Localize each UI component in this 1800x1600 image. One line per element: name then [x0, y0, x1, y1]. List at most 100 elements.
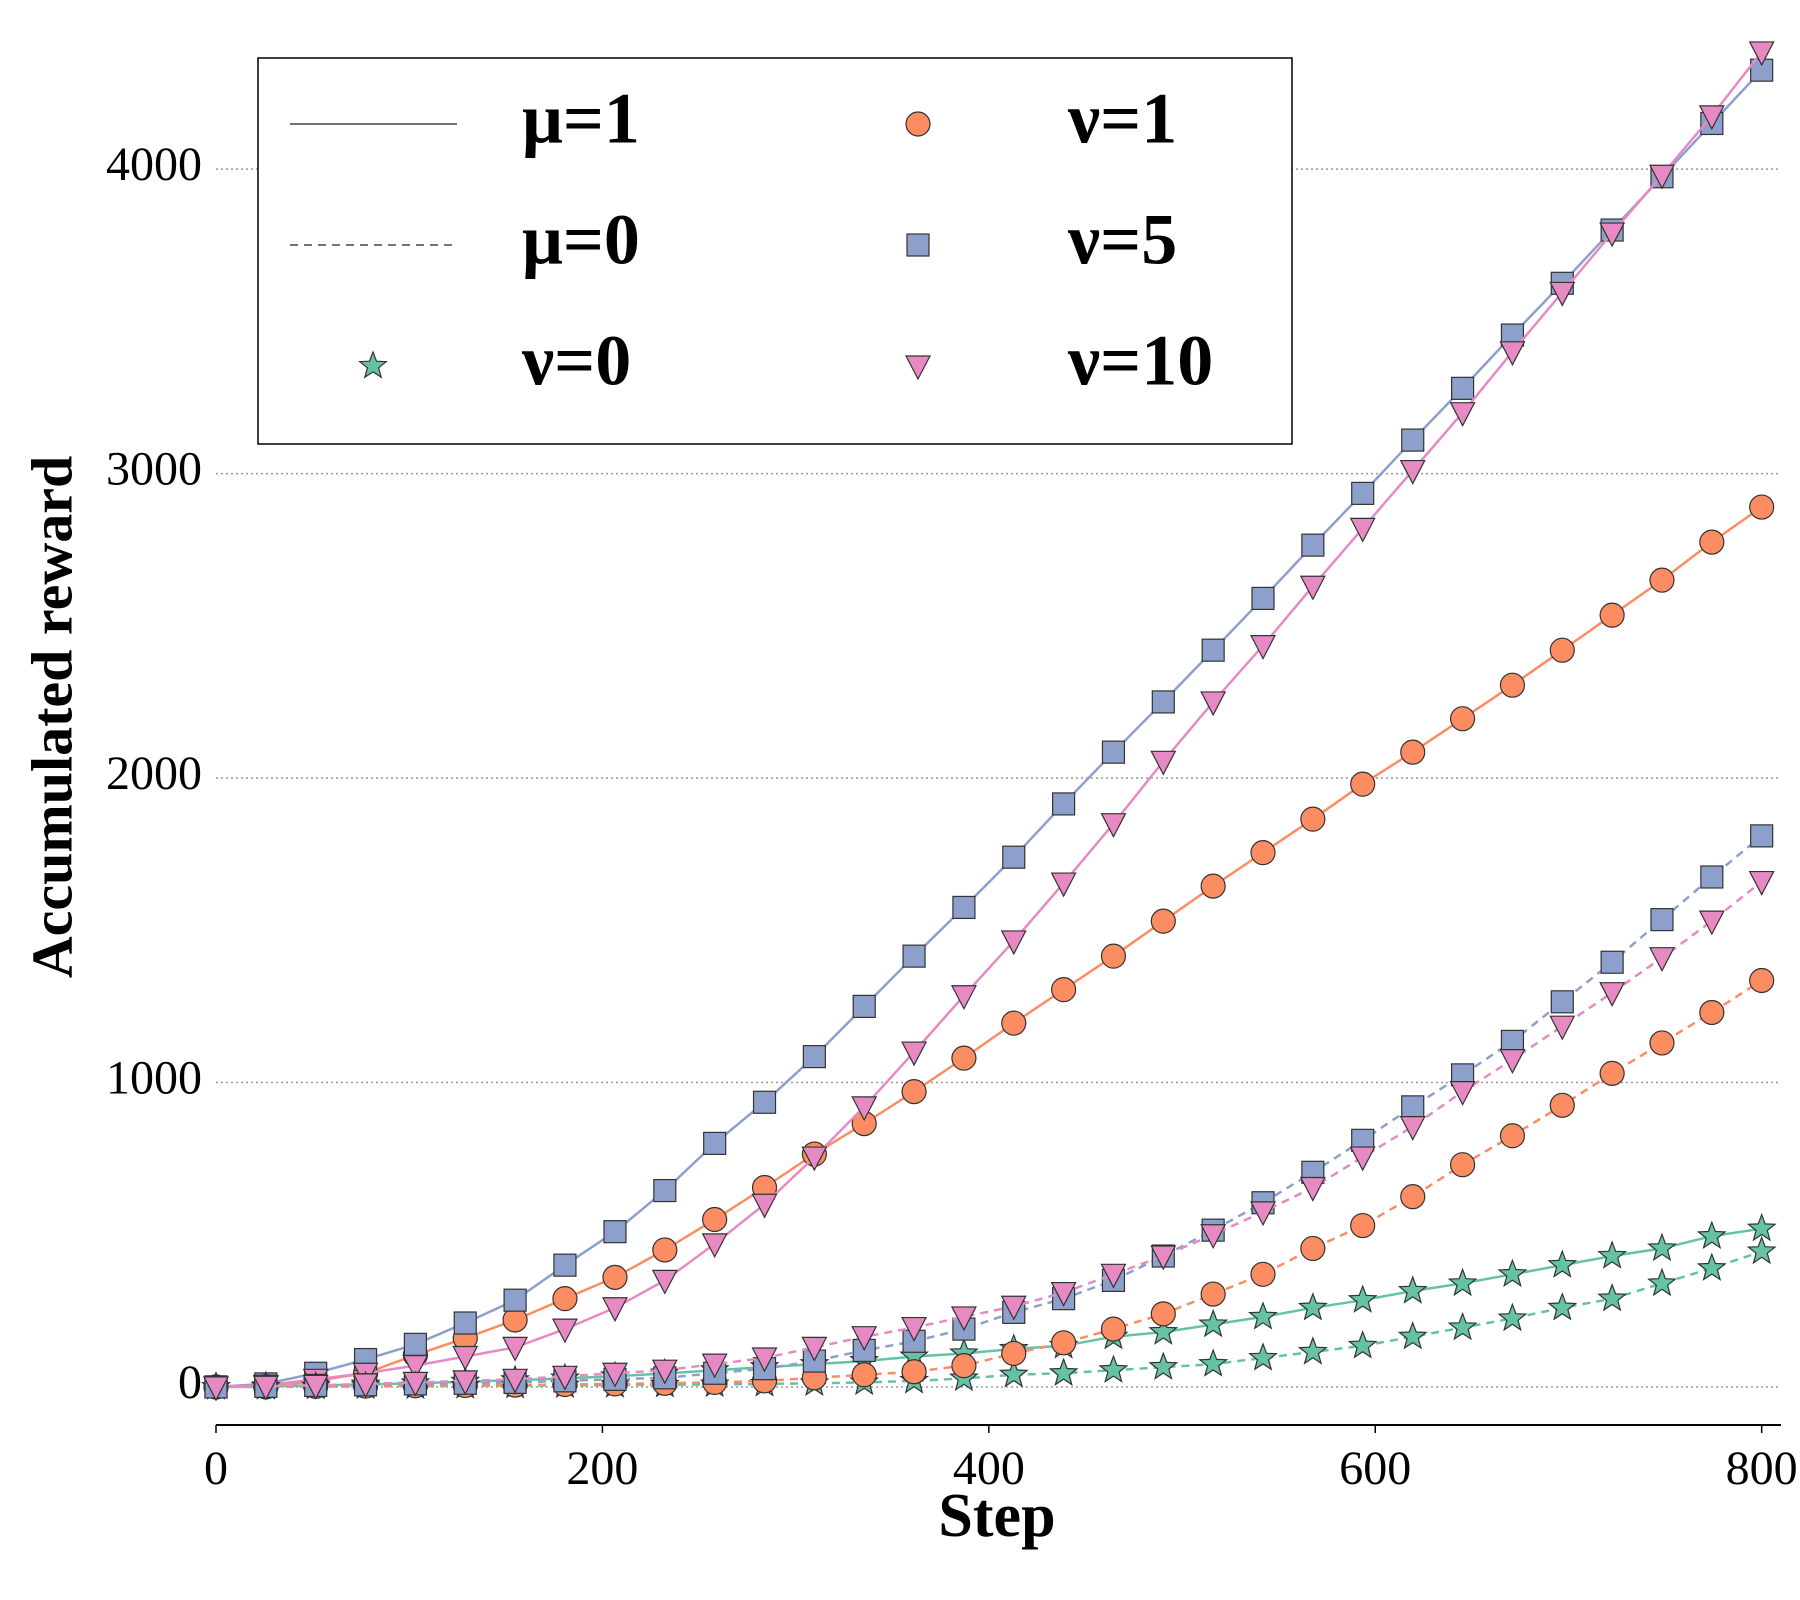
marker: [902, 944, 926, 968]
marker: [1550, 990, 1574, 1014]
marker: [1549, 1015, 1576, 1041]
y-axis-label: Accumulated reward: [19, 456, 84, 978]
series-line: [215, 880, 1763, 1389]
marker: [1599, 222, 1626, 248]
marker: [1300, 806, 1326, 832]
marker: [1499, 672, 1526, 698]
marker: [1100, 1263, 1127, 1289]
marker: [402, 1355, 429, 1380]
series-line: [215, 51, 1763, 1389]
marker: [1000, 1295, 1027, 1321]
marker: [901, 1316, 928, 1342]
x-tick-label: 800: [1726, 1442, 1798, 1495]
marker: [1101, 740, 1126, 764]
marker: [203, 1376, 229, 1402]
marker: [1251, 586, 1275, 611]
marker: [1250, 1261, 1276, 1287]
marker: [1150, 1301, 1176, 1327]
marker: [1299, 1176, 1326, 1202]
marker: [1351, 481, 1375, 505]
marker: [1698, 105, 1725, 131]
marker: [651, 1359, 678, 1385]
marker: [751, 1193, 778, 1219]
marker: [901, 1041, 928, 1067]
marker: [1649, 567, 1675, 593]
marker: [1052, 792, 1076, 816]
x-tick-label: 0: [204, 1442, 228, 1495]
marker: [1347, 1284, 1378, 1313]
marker: [1297, 1336, 1328, 1365]
marker: [1001, 1010, 1027, 1036]
marker: [1400, 739, 1426, 765]
marker: [1597, 1240, 1628, 1269]
marker: [802, 1045, 826, 1069]
marker: [1749, 494, 1775, 520]
marker: [252, 1375, 279, 1401]
y-tick-label: 1000: [106, 1052, 202, 1105]
marker: [502, 1368, 529, 1394]
marker: [1647, 1232, 1677, 1262]
marker: [1597, 1282, 1628, 1312]
x-tick-label: 400: [953, 1442, 1025, 1495]
y-tick-label: 4000: [106, 138, 202, 191]
legend-label: ν=10: [1067, 321, 1213, 401]
series: [201, 1235, 1777, 1400]
marker: [1499, 1049, 1526, 1074]
marker: [851, 1096, 878, 1122]
marker: [852, 994, 876, 1018]
marker: [1447, 1311, 1478, 1341]
legend: μ=1 μ=0 ν=0 ν=1 ν=5 ν=10: [257, 57, 1293, 445]
marker: [1051, 1330, 1077, 1356]
marker: [358, 350, 388, 379]
marker: [851, 1362, 877, 1388]
marker: [1450, 376, 1475, 400]
marker: [1696, 1252, 1727, 1281]
marker: [1648, 947, 1675, 972]
marker: [1549, 637, 1575, 663]
marker: [998, 1359, 1029, 1388]
marker: [1002, 845, 1026, 869]
legend-label: μ=1: [522, 79, 640, 159]
marker: [1098, 1354, 1129, 1383]
marker: [1399, 459, 1426, 485]
marker: [553, 1253, 577, 1277]
marker: [1599, 1060, 1625, 1086]
marker: [1599, 982, 1626, 1007]
marker: [1349, 517, 1376, 543]
marker: [1200, 1281, 1226, 1307]
marker: [1399, 1116, 1426, 1141]
marker: [1549, 281, 1576, 307]
marker: [1699, 999, 1725, 1026]
marker: [1248, 1301, 1278, 1330]
marker: [1250, 1201, 1276, 1227]
marker: [1050, 872, 1077, 898]
marker: [1449, 706, 1476, 732]
marker: [1648, 164, 1675, 190]
marker: [1198, 1308, 1229, 1338]
marker: [1499, 1123, 1526, 1149]
marker: [1299, 575, 1326, 601]
marker: [952, 895, 976, 920]
marker: [1447, 1267, 1478, 1297]
marker: [1250, 840, 1276, 866]
marker: [951, 1353, 977, 1379]
marker: [701, 1233, 728, 1259]
marker: [1547, 1292, 1578, 1321]
marker: [601, 1362, 628, 1388]
marker: [1649, 1030, 1675, 1056]
marker: [352, 1373, 379, 1399]
marker: [1100, 1316, 1127, 1342]
marker: [1297, 1292, 1328, 1321]
legend-label: ν=5: [1067, 200, 1177, 280]
marker: [906, 233, 930, 257]
marker: [653, 1178, 677, 1203]
marker: [452, 1370, 479, 1396]
marker: [1048, 1357, 1079, 1386]
marker: [1750, 824, 1774, 848]
marker: [551, 1318, 578, 1344]
marker: [1549, 1092, 1575, 1118]
legend-label: ν=1: [1067, 79, 1177, 159]
marker: [602, 1264, 628, 1290]
series: [204, 58, 1774, 1399]
marker: [1746, 1212, 1777, 1242]
